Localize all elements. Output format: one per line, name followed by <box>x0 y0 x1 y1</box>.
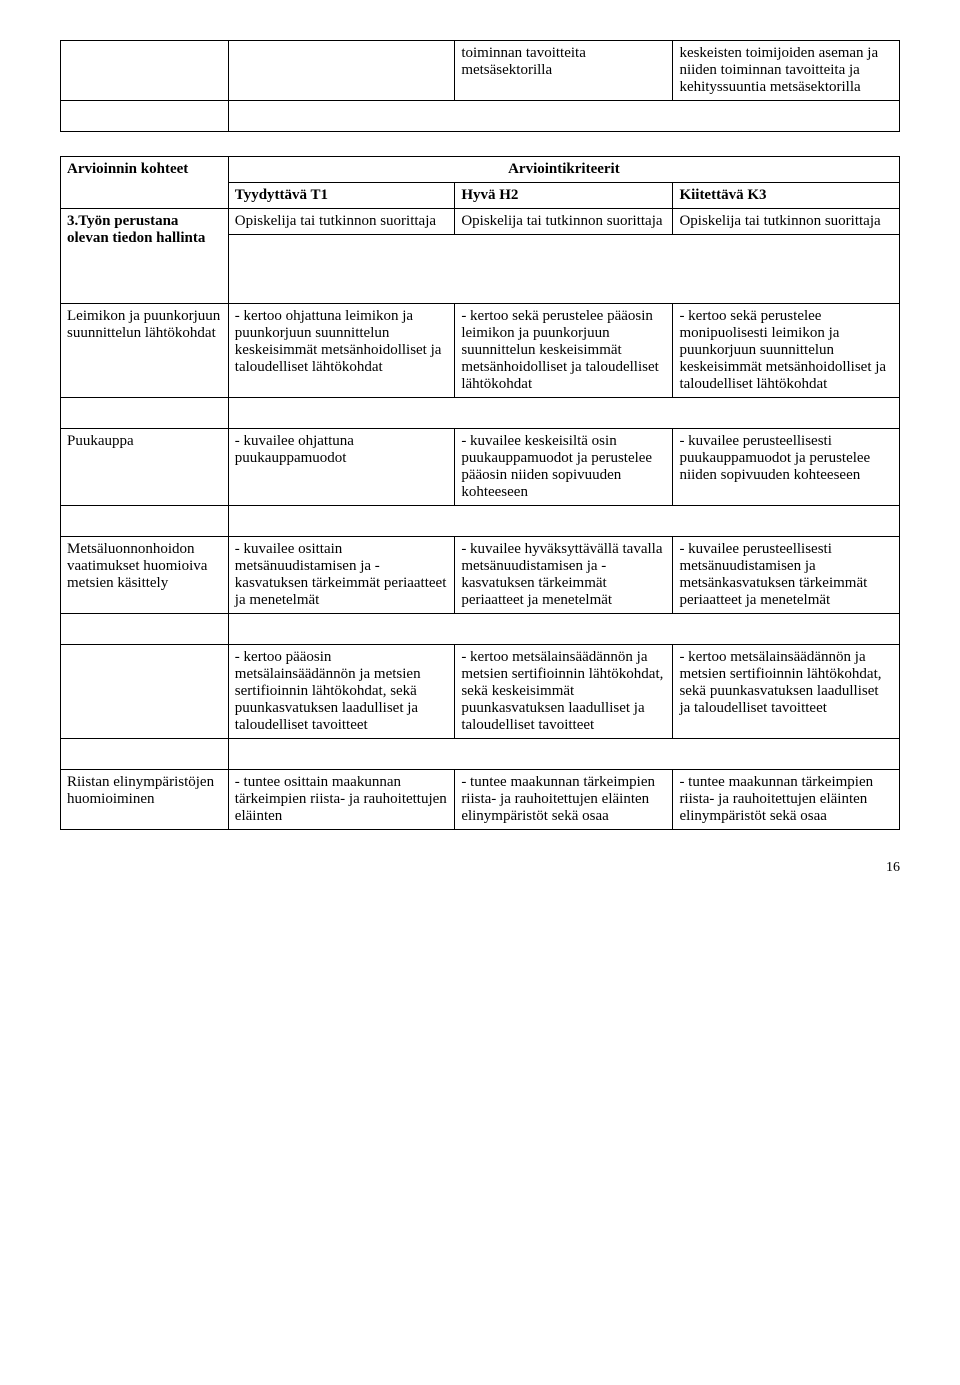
cell-t1: - kuvailee ohjattuna puukauppamuodot <box>228 429 455 506</box>
row-label: Puukauppa <box>61 429 229 506</box>
cell-empty <box>228 614 899 645</box>
cell-empty <box>228 739 899 770</box>
table-row: Puukauppa - kuvailee ohjattuna puukauppa… <box>61 429 900 506</box>
cell-empty <box>61 41 229 101</box>
header-h2: Hyvä H2 <box>455 183 673 209</box>
top-table: toiminnan tavoitteita metsäsektorilla ke… <box>60 40 900 132</box>
cell-empty <box>228 398 899 429</box>
cell-empty <box>61 398 229 429</box>
cell-empty <box>61 614 229 645</box>
table-row <box>61 506 900 537</box>
cell-empty <box>61 645 229 739</box>
table-row <box>61 398 900 429</box>
subheader-h2: Opiskelija tai tutkinnon suorittaja <box>455 209 673 235</box>
main-table: Arvioinnin kohteet Arviointikriteerit Ty… <box>60 156 900 830</box>
cell-empty <box>228 41 455 101</box>
table-row: Arvioinnin kohteet Arviointikriteerit <box>61 157 900 183</box>
cell-text: keskeisten toimijoiden aseman ja niiden … <box>673 41 900 101</box>
table-row: toiminnan tavoitteita metsäsektorilla ke… <box>61 41 900 101</box>
cell-k3: - kuvailee perusteellisesti metsänuudist… <box>673 537 900 614</box>
cell-text: toiminnan tavoitteita metsäsektorilla <box>455 41 673 101</box>
cell-h2: - tuntee maakunnan tärkeimpien riista- j… <box>455 770 673 830</box>
subheader-t1: Opiskelija tai tutkinnon suorittaja <box>228 209 455 235</box>
cell-h2: - kertoo metsälainsäädännön ja metsien s… <box>455 645 673 739</box>
header-k3: Kiitettävä K3 <box>673 183 900 209</box>
row-label: Metsäluonnonhoidon vaatimukset huomioiva… <box>61 537 229 614</box>
cell-empty <box>61 739 229 770</box>
table-row: 3.Työn perustana olevan tiedon hallinta … <box>61 209 900 235</box>
page-number: 16 <box>60 860 900 876</box>
section-label: 3.Työn perustana olevan tiedon hallinta <box>61 209 229 304</box>
table-row: Riistan elinympäristöjen huomioiminen - … <box>61 770 900 830</box>
table-row: Leimikon ja puunkorjuun suunnittelun läh… <box>61 304 900 398</box>
cell-h2: - kuvailee hyväksyttävällä tavalla metsä… <box>455 537 673 614</box>
table-row <box>61 739 900 770</box>
cell-empty <box>228 101 899 132</box>
table-row <box>61 614 900 645</box>
table-row: Metsäluonnonhoidon vaatimukset huomioiva… <box>61 537 900 614</box>
header-arviointikriteerit: Arviointikriteerit <box>228 157 899 183</box>
row-label: Riistan elinympäristöjen huomioiminen <box>61 770 229 830</box>
header-t1: Tyydyttävä T1 <box>228 183 455 209</box>
cell-t1: - tuntee osittain maakunnan tärkeimpien … <box>228 770 455 830</box>
cell-k3: - tuntee maakunnan tärkeimpien riista- j… <box>673 770 900 830</box>
cell-empty <box>228 506 899 537</box>
cell-t1: - kertoo pääosin metsälainsäädännön ja m… <box>228 645 455 739</box>
spacer <box>60 132 900 156</box>
table-row <box>61 101 900 132</box>
cell-k3: - kertoo sekä perustelee monipuolisesti … <box>673 304 900 398</box>
cell-h2: - kuvailee keskeisiltä osin puukauppamuo… <box>455 429 673 506</box>
cell-k3: - kertoo metsälainsäädännön ja metsien s… <box>673 645 900 739</box>
cell-t1: - kertoo ohjattuna leimikon ja puunkorju… <box>228 304 455 398</box>
header-arvioinnin-kohteet: Arvioinnin kohteet <box>61 157 229 209</box>
cell-empty <box>228 235 899 304</box>
row-label: Leimikon ja puunkorjuun suunnittelun läh… <box>61 304 229 398</box>
table-row: - kertoo pääosin metsälainsäädännön ja m… <box>61 645 900 739</box>
cell-k3: - kuvailee perusteellisesti puukauppamuo… <box>673 429 900 506</box>
cell-t1: - kuvailee osittain metsänuudistamisen j… <box>228 537 455 614</box>
cell-h2: - kertoo sekä perustelee pääosin leimiko… <box>455 304 673 398</box>
subheader-k3: Opiskelija tai tutkinnon suorittaja <box>673 209 900 235</box>
cell-empty <box>61 506 229 537</box>
cell-empty <box>61 101 229 132</box>
